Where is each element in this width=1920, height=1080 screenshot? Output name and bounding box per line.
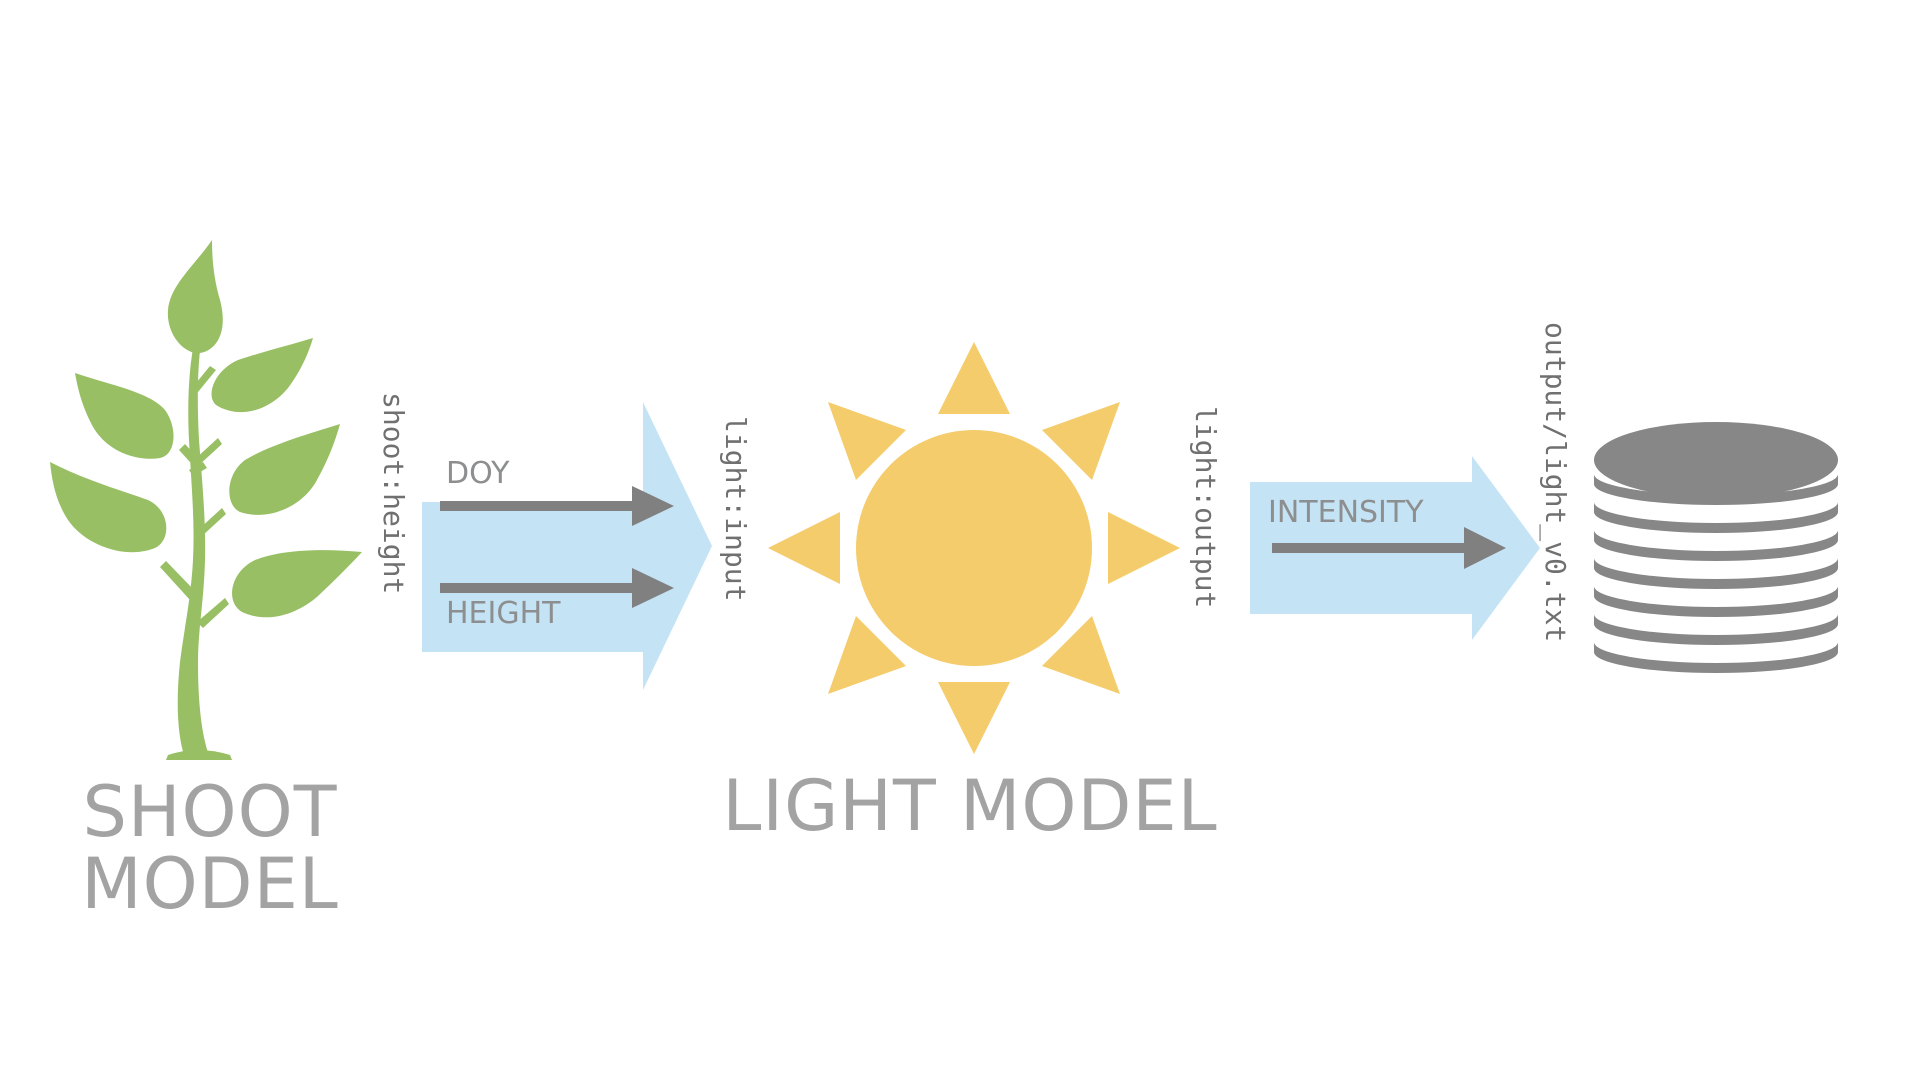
port-label-light-output: light:output	[1190, 406, 1220, 608]
shoot-model-label: SHOOT MODEL	[80, 776, 340, 920]
sun-icon	[768, 342, 1180, 754]
signal-label-intensity: INTENSITY	[1268, 496, 1424, 530]
shoot-model-label-line1: SHOOT	[80, 776, 340, 848]
plant-icon	[50, 240, 362, 760]
flow-arrow-shoot-to-light	[422, 402, 712, 690]
signal-label-height: HEIGHT	[446, 597, 561, 631]
port-label-shoot-height: shoot:height	[378, 392, 408, 594]
signal-label-doy: DOY	[446, 457, 509, 491]
shoot-model-label-line2: MODEL	[80, 848, 340, 920]
database-icon	[1594, 422, 1838, 673]
port-label-output-file: output/light_v0.txt	[1540, 322, 1570, 642]
port-label-light-input: light:input	[720, 416, 750, 601]
light-model-label: LIGHT MODEL	[700, 770, 1240, 842]
